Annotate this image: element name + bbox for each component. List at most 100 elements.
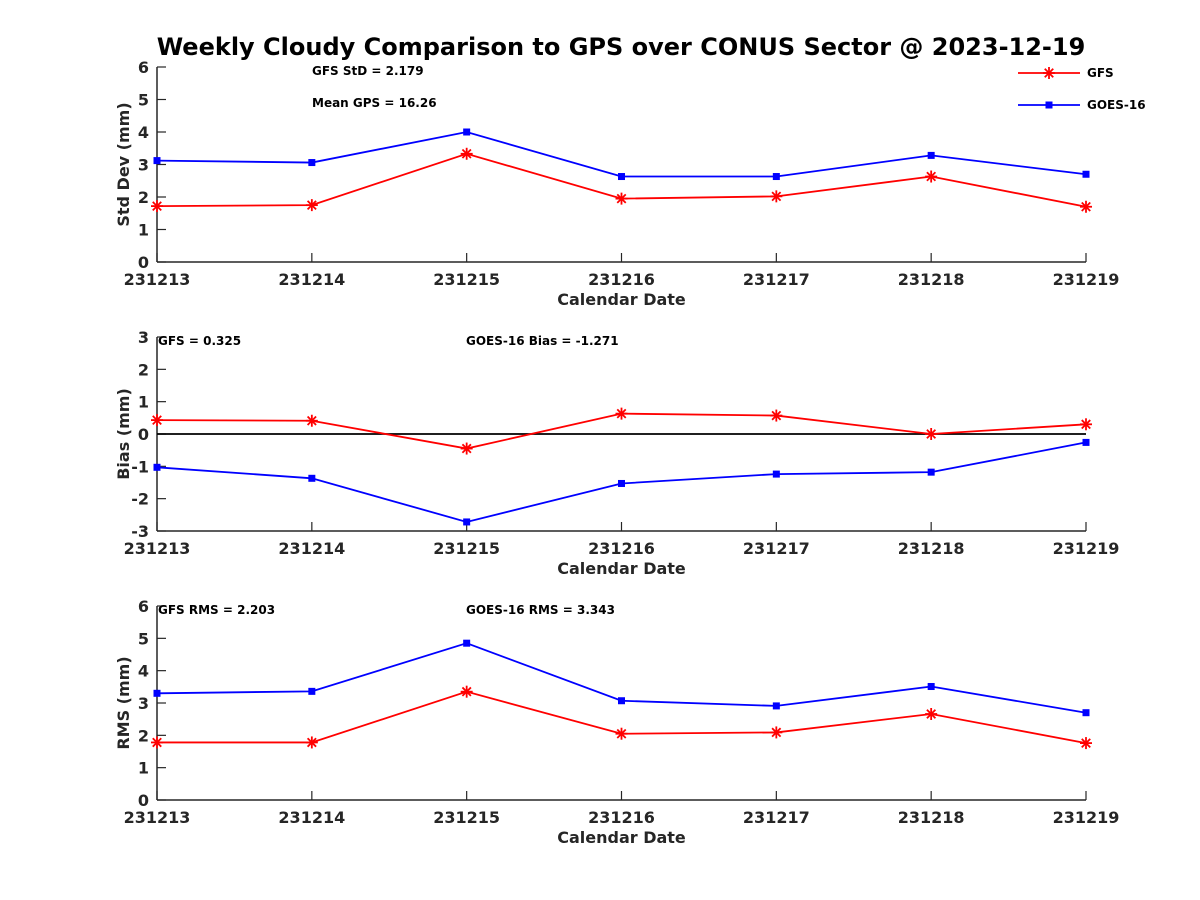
data-point <box>772 173 780 181</box>
data-point <box>925 428 938 440</box>
data-point <box>1082 438 1090 446</box>
data-point <box>927 151 935 159</box>
y-tick-label: 5 <box>138 629 149 648</box>
data-point <box>460 685 473 698</box>
data-point-stroke <box>771 410 782 421</box>
data-point-stroke <box>461 686 472 697</box>
y-tick-label: 5 <box>138 91 149 110</box>
y-tick-label: 0 <box>138 253 149 272</box>
data-point <box>615 727 628 740</box>
data-point <box>1082 709 1090 717</box>
data-point <box>153 463 161 471</box>
data-point <box>770 726 783 739</box>
data-point <box>308 159 316 167</box>
y-tick-label: 4 <box>138 123 149 142</box>
y-tick-label: 3 <box>138 694 149 713</box>
data-point-stroke <box>616 193 627 204</box>
data-point <box>463 128 471 136</box>
x-axis-label: Calendar Date <box>557 290 686 309</box>
x-tick-label: 231214 <box>278 539 345 558</box>
y-tick-label: 6 <box>138 58 149 77</box>
data-point-stroke <box>1081 201 1091 212</box>
x-tick-label: 231219 <box>1053 808 1120 827</box>
x-tick-label: 231217 <box>743 270 810 289</box>
x-tick-label: 231216 <box>588 539 655 558</box>
data-point <box>151 200 163 213</box>
y-tick-label: 0 <box>138 425 149 444</box>
y-tick-label: 2 <box>138 360 149 379</box>
data-point <box>151 736 163 749</box>
x-tick-label: 231218 <box>898 270 965 289</box>
x-tick-label: 231214 <box>278 808 345 827</box>
x-tick-label: 231213 <box>124 270 191 289</box>
series-gfs <box>151 407 1092 455</box>
panel-3: 231213 231214 231215 231216 231217 231218 2312… <box>114 597 1119 847</box>
x-tick-label: 231215 <box>433 270 500 289</box>
data-point <box>305 736 318 749</box>
data-point <box>460 442 473 455</box>
data-point <box>1080 737 1092 750</box>
data-point <box>770 409 783 422</box>
data-point <box>308 474 316 482</box>
x-tick-label: 231217 <box>743 539 810 558</box>
figure-title: Weekly Cloudy Comparison to GPS over CON… <box>157 33 1086 61</box>
x-tick-label: 231217 <box>743 808 810 827</box>
data-point-stroke <box>306 200 317 211</box>
y-tick-label: 4 <box>138 662 149 681</box>
data-point <box>618 697 625 705</box>
annotation: GFS = 0.325 <box>158 334 241 348</box>
x-tick-label: 231215 <box>433 539 500 558</box>
annotation: Mean GPS = 16.26 <box>312 96 437 110</box>
data-point <box>772 470 780 478</box>
data-point <box>305 414 318 427</box>
y-tick-label: 1 <box>138 759 149 778</box>
y-tick-label: 6 <box>138 597 149 616</box>
y-tick-label: -2 <box>131 490 149 509</box>
data-point-stroke <box>461 148 472 159</box>
series-goes-16 <box>153 639 1090 717</box>
data-point-stroke <box>926 429 937 439</box>
panels: 231213 231214 231215 231216 231217 231218 2312… <box>114 58 1146 847</box>
x-tick-label: 231218 <box>898 808 965 827</box>
x-axis-label: Calendar Date <box>557 828 686 847</box>
data-point-stroke <box>152 737 162 748</box>
x-tick-label: 231216 <box>588 808 655 827</box>
legend-label: GFS <box>1087 66 1114 80</box>
data-point-stroke <box>616 408 627 419</box>
annotation: GOES-16 Bias = -1.271 <box>466 334 619 348</box>
y-axis-label: Bias (mm) <box>114 388 133 480</box>
y-tick-label: 1 <box>138 393 149 412</box>
panel-2: 231213 231214 231215 231216 231217 231218 2312… <box>114 328 1119 578</box>
data-point <box>772 702 780 710</box>
data-point <box>1080 200 1092 213</box>
x-tick-label: 231213 <box>124 808 191 827</box>
y-tick-label: 2 <box>138 188 149 207</box>
data-point <box>463 639 471 647</box>
legend: GFS GOES-16 <box>1018 66 1146 112</box>
legend-marker-stroke <box>1044 68 1054 78</box>
data-point <box>463 518 471 526</box>
data-point <box>153 157 161 165</box>
series-goes-16 <box>153 438 1090 526</box>
series-goes-16 <box>153 128 1090 181</box>
data-point-stroke <box>1081 419 1091 430</box>
data-point <box>1082 170 1090 178</box>
y-tick-label: 1 <box>138 221 149 240</box>
x-tick-label: 231213 <box>124 539 191 558</box>
x-axis-label: Calendar Date <box>557 559 686 578</box>
legend-marker <box>1043 67 1055 79</box>
y-axis-label: RMS (mm) <box>114 656 133 749</box>
data-point-stroke <box>771 191 782 202</box>
x-tick-label: 231214 <box>278 270 345 289</box>
annotation: GFS RMS = 2.203 <box>158 603 275 617</box>
x-tick-label: 231219 <box>1053 270 1120 289</box>
data-point <box>927 683 935 691</box>
data-point-stroke <box>306 737 317 748</box>
data-point-stroke <box>306 415 317 426</box>
data-point-stroke <box>771 727 782 738</box>
series-gfs <box>151 147 1092 213</box>
y-axis-label: Std Dev (mm) <box>114 102 133 226</box>
data-point <box>615 192 628 205</box>
data-point-stroke <box>1081 738 1091 748</box>
